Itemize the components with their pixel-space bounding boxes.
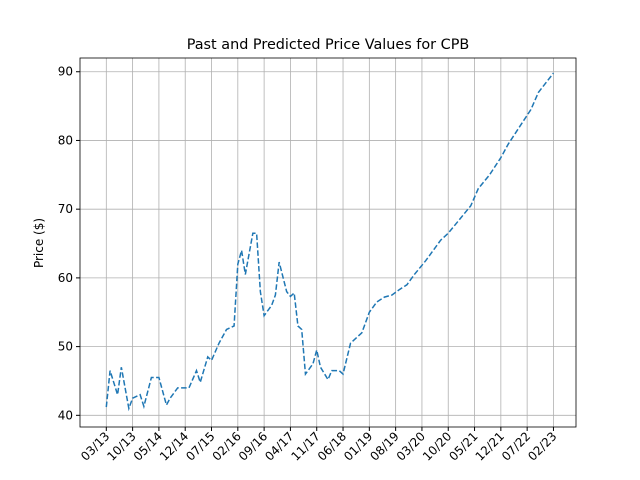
y-tick-label: 90 <box>58 65 73 79</box>
y-tick-label: 70 <box>58 202 73 216</box>
y-tick-label: 40 <box>58 408 73 422</box>
chart-title: Past and Predicted Price Values for CPB <box>187 37 470 53</box>
price-line <box>105 72 555 412</box>
y-tick-label: 60 <box>58 271 73 285</box>
y-tick-label: 50 <box>58 340 73 354</box>
y-tick-label: 80 <box>58 133 73 147</box>
plot-frame <box>79 57 577 428</box>
y-axis-label: Price ($) <box>32 218 46 268</box>
